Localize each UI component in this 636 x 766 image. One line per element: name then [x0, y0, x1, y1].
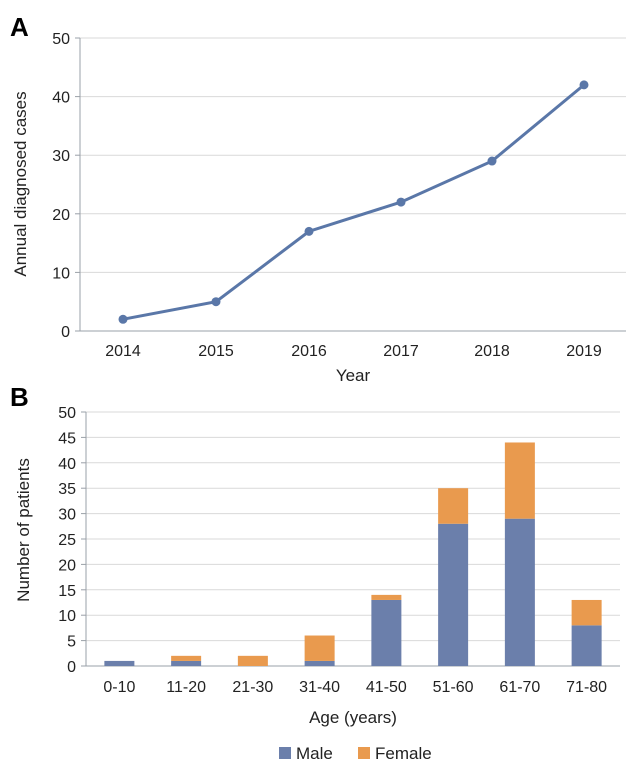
panel-a-y-tick-label: 0	[61, 324, 70, 341]
bar-female-31-40	[304, 635, 335, 661]
panel-b-y-tick-label: 25	[58, 532, 76, 549]
panel-b-x-tick-label: 31-40	[299, 679, 340, 696]
legend-label-male: Male	[296, 744, 333, 763]
panel-b-y-tick-label: 50	[58, 405, 76, 422]
panel-a-x-tick-label: 2017	[383, 343, 419, 360]
panel-b-label: B	[10, 382, 29, 412]
bar-male-31-40	[304, 660, 335, 666]
panel-b-y-tick-label: 15	[58, 583, 76, 600]
panel-b-x-tick-label: 21-30	[232, 679, 273, 696]
panel-a: A 0 10 20 30 40 50 2014 2015 2016 2017 2018 2019 Y…	[10, 12, 626, 385]
bar-male-51-60	[438, 523, 469, 666]
panel-b-y-tick-label: 10	[58, 608, 76, 625]
bar-male-61-70	[504, 518, 535, 666]
legend-label-female: Female	[375, 744, 432, 763]
panel-a-x-tick-label: 2015	[198, 343, 234, 360]
panel-b-x-tick-label: 61-70	[499, 679, 540, 696]
bar-female-21-30	[237, 655, 268, 666]
bar-female-61-70	[504, 442, 535, 519]
panel-b-x-tick-label: 71-80	[566, 679, 607, 696]
legend-swatch-male	[279, 747, 291, 759]
panel-a-data-point	[118, 314, 128, 324]
legend-swatch-female	[358, 747, 370, 759]
panel-a-y-tick-label: 20	[52, 207, 70, 224]
panel-a-y-axis-title: Annual diagnosed cases	[11, 91, 30, 276]
panel-a-label: A	[10, 12, 29, 42]
panel-b-x-axis-title: Age (years)	[309, 708, 397, 727]
panel-a-y-tick-label: 10	[52, 265, 70, 282]
panel-a-x-tick-labels: 2014 2015 2016 2017 2018 2019	[105, 343, 602, 360]
panel-b-x-tick-label: 11-20	[166, 679, 206, 696]
panel-a-y-tick-labels: 0 10 20 30 40 50	[52, 31, 70, 341]
panel-a-data-point	[396, 197, 406, 207]
panel-b-x-tick-label: 0-10	[103, 679, 135, 696]
panel-b-y-tick-label: 20	[58, 557, 76, 574]
bar-female-11-20	[171, 655, 202, 661]
panel-a-data-point	[579, 80, 589, 90]
bar-male-11-20	[171, 660, 202, 666]
panel-b-y-tick-label: 30	[58, 507, 76, 524]
panel-b-x-tick-label: 51-60	[433, 679, 474, 696]
panel-a-x-tick-label: 2016	[291, 343, 327, 360]
panel-a-x-tick-label: 2014	[105, 343, 141, 360]
panel-b-y-tick-label: 35	[58, 481, 76, 498]
panel-a-x-tick-label: 2019	[566, 343, 602, 360]
panel-a-y-tick-label: 40	[52, 90, 70, 107]
panel-b-legend: Male Female	[279, 744, 432, 763]
panel-a-x-axis-title: Year	[336, 366, 371, 385]
bar-male-71-80	[571, 625, 602, 666]
panel-b: B 0 5 10 15 20 25 30 35 40 45 50 0-10 11-20 21-30 31-…	[10, 382, 620, 763]
panel-a-data-point	[487, 156, 497, 166]
panel-a-data-point	[304, 226, 314, 236]
panel-b-y-tick-label: 0	[67, 659, 76, 676]
panel-a-points	[118, 80, 589, 324]
panel-b-y-tick-label: 40	[58, 456, 76, 473]
panel-b-x-tick-labels: 0-10 11-20 21-30 31-40 41-50 51-60 61-70 71-80	[103, 679, 607, 696]
panel-a-y-tick-label: 30	[52, 148, 70, 165]
panel-b-y-axis-title: Number of patients	[14, 458, 33, 602]
panel-a-x-tick-label: 2018	[474, 343, 510, 360]
bar-female-51-60	[438, 488, 469, 524]
bar-male-41-50	[371, 599, 402, 666]
bar-male-0-10	[104, 660, 135, 666]
panel-b-y-tick-label: 5	[67, 634, 76, 651]
panel-a-data-point	[211, 297, 221, 307]
panel-b-x-tick-label: 41-50	[366, 679, 407, 696]
panel-b-y-tick-labels: 0 5 10 15 20 25 30 35 40 45 50	[58, 405, 76, 676]
panel-b-bars	[104, 442, 602, 666]
bar-female-71-80	[571, 599, 602, 626]
panel-a-series-line	[122, 83, 585, 321]
panel-a-gridlines	[75, 37, 626, 332]
panel-a-y-tick-label: 50	[52, 31, 70, 48]
bar-female-41-50	[371, 594, 402, 600]
panel-b-y-tick-label: 45	[58, 430, 76, 447]
panel-b-gridlines	[81, 411, 620, 667]
